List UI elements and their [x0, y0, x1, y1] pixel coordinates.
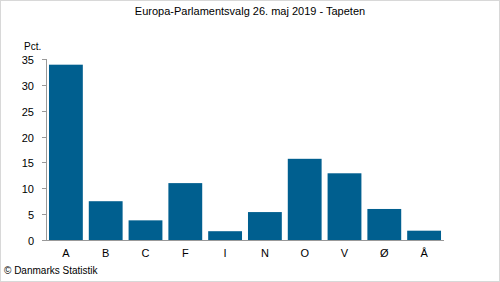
chart-root: Europa-Parlamentsvalg 26. maj 2019 - Tap…: [0, 0, 500, 282]
bars: [49, 65, 441, 240]
x-tick-label: Ø: [380, 247, 389, 259]
x-axis: [46, 240, 444, 241]
bar: [328, 173, 362, 240]
x-tick-label: O: [300, 247, 309, 259]
bar: [129, 220, 163, 240]
y-tick: [42, 188, 46, 189]
title: Europa-Parlamentsvalg 26. maj 2019 - Tap…: [135, 5, 365, 17]
x-tick-label: V: [341, 247, 349, 259]
bar: [407, 231, 441, 240]
chart-svg: Europa-Parlamentsvalg 26. maj 2019 - Tap…: [0, 0, 500, 282]
y-tick-label: 10: [22, 183, 34, 195]
bar: [49, 65, 83, 240]
y-tick: [42, 111, 46, 112]
bar: [367, 209, 401, 240]
x-tick-label: A: [62, 247, 70, 259]
x-tick-label: B: [102, 247, 109, 259]
x-tick-label: Å: [420, 247, 428, 259]
bar: [288, 159, 322, 240]
source: © Danmarks Statistik: [4, 265, 99, 276]
y-tick-label: 20: [22, 132, 34, 144]
x-tick-label: C: [142, 247, 150, 259]
y-tick-label: 25: [22, 106, 34, 118]
bar: [89, 201, 123, 240]
y-tick: [42, 214, 46, 215]
y-axis-label: Pct.: [24, 41, 41, 52]
x-tick-label: I: [224, 247, 227, 259]
bar: [208, 231, 242, 240]
x-tick-label: N: [261, 247, 269, 259]
y-tick: [42, 59, 46, 60]
y-tick: [42, 240, 46, 241]
y-tick-label: 35: [22, 54, 34, 66]
bar: [248, 212, 282, 240]
y-tick: [42, 85, 46, 86]
y-tick: [42, 137, 46, 138]
x-tick-label: F: [182, 247, 189, 259]
y-tick-label: 5: [28, 209, 34, 221]
y-tick-label: 15: [22, 157, 34, 169]
y-axis: [46, 59, 47, 240]
frame: [1, 1, 500, 282]
y-tick-label: 0: [28, 235, 34, 247]
bar: [168, 183, 202, 240]
y-tick: [42, 162, 46, 163]
y-tick-label: 30: [22, 80, 34, 92]
